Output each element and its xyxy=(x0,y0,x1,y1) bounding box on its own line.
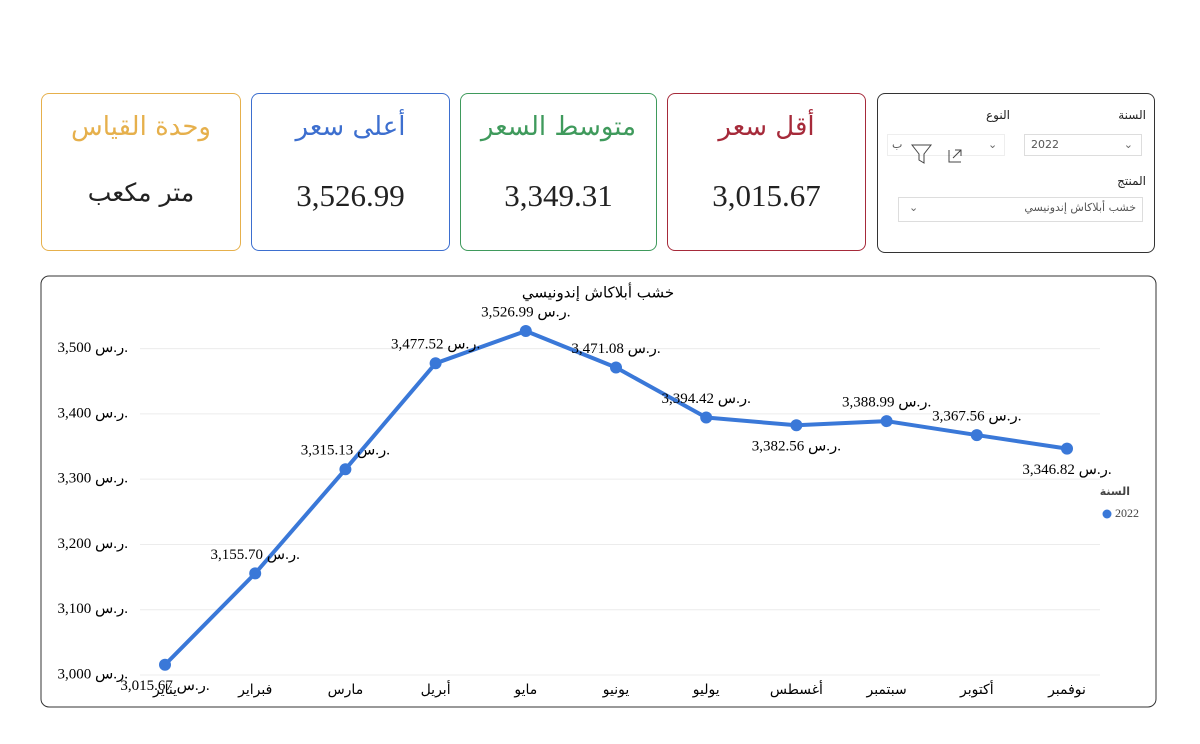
legend-label: 2022 xyxy=(1115,506,1139,520)
x-tick-label: نوفمبر xyxy=(1047,682,1086,698)
kpi-card: أعلى سعر 3,526.99 xyxy=(251,93,450,251)
card-title: وحدة القياس xyxy=(71,112,211,142)
kpi-card: أقل سعر 3,015.67 xyxy=(667,93,866,251)
x-tick-label: يونيو xyxy=(602,682,630,698)
y-tick-label: 3,000 ر.س. xyxy=(57,666,128,682)
y-tick-label: 3,300 ر.س. xyxy=(57,471,128,487)
type-label: النوع xyxy=(986,108,1010,122)
x-tick-label: مارس xyxy=(328,682,364,698)
product-value: خشب أبلاكاش إندونيسي xyxy=(1024,201,1136,214)
year-label: السنة xyxy=(1118,108,1146,122)
card-value: 3,526.99 xyxy=(296,178,405,213)
x-tick-label: مايو xyxy=(513,682,537,698)
product-label: المنتج xyxy=(1117,174,1146,188)
product-dropdown[interactable]: خشب أبلاكاش إندونيسي ⌄ xyxy=(898,197,1143,222)
chart-title: خشب أبلاكاش إندونيسي xyxy=(522,283,674,303)
data-label: 3,388.99 ر.س. xyxy=(842,395,931,411)
slicer-icons[interactable] xyxy=(911,144,971,166)
year-value: 2022 xyxy=(1031,138,1059,151)
data-label: 3,346.82 ر.س. xyxy=(1022,462,1111,478)
chart-frame xyxy=(40,275,1157,708)
legend-title: السنة xyxy=(1100,485,1130,498)
data-label: 3,477.52 ر.س. xyxy=(391,337,480,353)
x-tick-label: أغسطس xyxy=(770,680,823,698)
filter-icon[interactable] xyxy=(911,144,933,164)
card-value: 3,015.67 xyxy=(712,178,821,213)
x-tick-label: يناير xyxy=(152,682,177,698)
kpi-card: وحدة القياس متر مكعب xyxy=(41,93,241,251)
point xyxy=(519,325,532,338)
legend-swatch xyxy=(1102,509,1112,519)
type-dropdown[interactable]: ب ⌄ xyxy=(887,134,1005,156)
data-label: 3,155.70 ر.س. xyxy=(211,547,300,563)
card-value: متر مكعب xyxy=(87,178,195,207)
point xyxy=(880,415,893,428)
data-label: 3,367.56 ر.س. xyxy=(932,409,1021,425)
data-label: 3,471.08 ر.س. xyxy=(571,341,660,357)
x-tick-label: أبريل xyxy=(421,680,451,698)
y-tick-label: 3,500 ر.س. xyxy=(57,340,128,356)
point xyxy=(429,357,442,370)
point xyxy=(159,658,171,671)
x-tick-label: فبراير xyxy=(237,682,272,698)
x-tick-label: سبتمبر xyxy=(865,682,906,698)
card-title: متوسط السعر xyxy=(480,112,637,142)
type-value: ب xyxy=(892,138,903,151)
point xyxy=(1061,442,1073,455)
data-label: 3,526.99 ر.س. xyxy=(481,304,570,320)
expand-icon[interactable] xyxy=(948,149,962,163)
slicer-panel: السنة 2022 ⌄ النوع ب ⌄ المنتج خشب أبلاكاش … xyxy=(877,93,1155,253)
x-tick-label: أكتوبر xyxy=(959,680,994,698)
point xyxy=(790,419,803,432)
point xyxy=(970,429,983,442)
data-label: 3,015.67 ر.س. xyxy=(120,678,209,694)
point xyxy=(249,567,262,580)
y-tick-label: 3,200 ر.س. xyxy=(57,536,128,552)
kpi-card: متوسط السعر 3,349.31 xyxy=(460,93,657,251)
card-title: أعلى سعر xyxy=(295,112,406,142)
y-tick-label: 3,400 ر.س. xyxy=(57,405,128,421)
data-label: 3,382.56 ر.س. xyxy=(752,439,841,455)
point xyxy=(700,411,713,424)
data-label: 3,394.42 ر.س. xyxy=(662,391,751,407)
year-dropdown[interactable]: 2022 ⌄ xyxy=(1024,134,1142,156)
point xyxy=(339,463,352,476)
data-label: 3,315.13 ر.س. xyxy=(301,443,390,459)
line xyxy=(163,329,1068,667)
point xyxy=(610,361,622,374)
card-value: 3,349.31 xyxy=(504,178,613,213)
y-tick-label: 3,100 ر.س. xyxy=(57,601,128,617)
card-title: أقل سعر xyxy=(718,112,815,142)
x-tick-label: يوليو xyxy=(692,682,720,698)
